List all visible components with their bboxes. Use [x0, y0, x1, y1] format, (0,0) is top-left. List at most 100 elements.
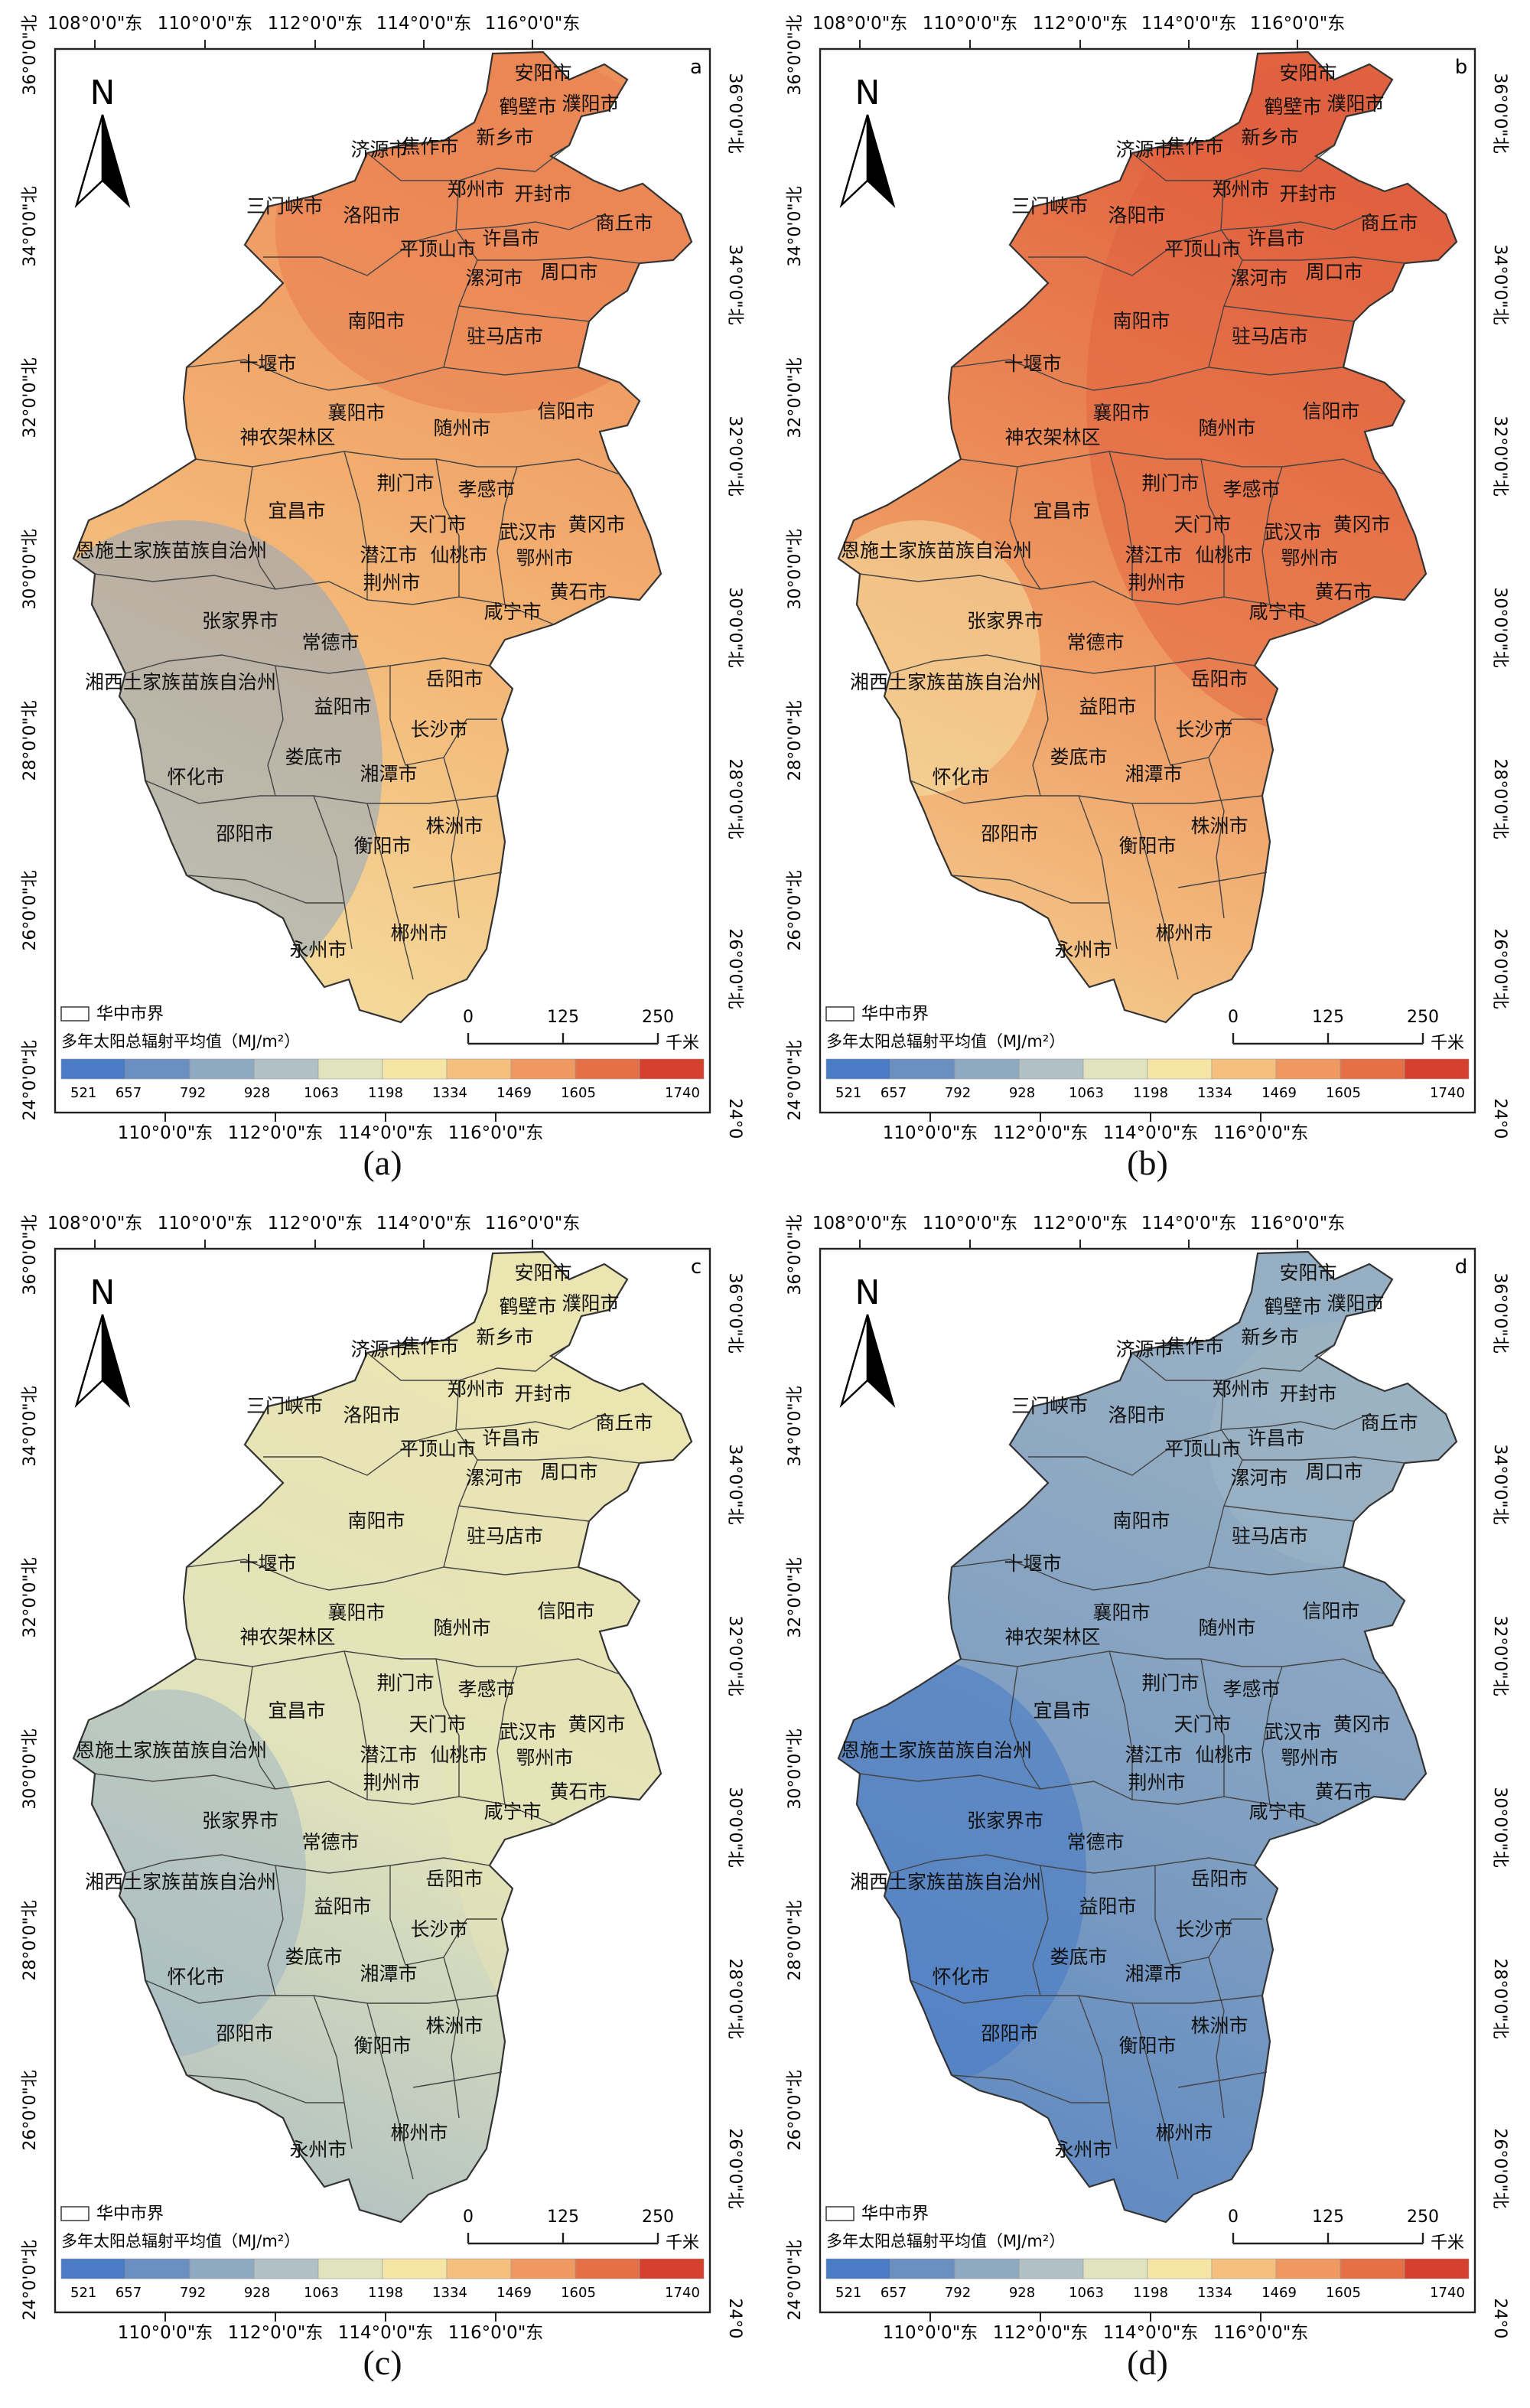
city-label: 恩施土家族苗族自治州: [841, 1739, 1032, 1761]
city-boundary: [1131, 145, 1335, 181]
region-outline: [837, 1250, 1458, 2224]
city-label: 南阳市: [347, 310, 405, 332]
colorbar-swatch: [317, 2258, 383, 2279]
city-label: 开封市: [1279, 1383, 1336, 1405]
city-boundary: [1223, 305, 1355, 322]
lon-label-top: 114°0'0"东: [376, 1214, 472, 1233]
scale-unit: 千米: [1431, 2234, 1464, 2253]
city-label: 黄冈市: [1333, 513, 1390, 536]
city-label: 潜江市: [1125, 544, 1182, 566]
city-label: 娄底市: [1050, 746, 1107, 768]
colorbar-swatch: [1082, 1058, 1148, 1080]
city-label: 咸宁市: [483, 1800, 541, 1823]
city-boundary: [458, 305, 590, 322]
city-label: 郑州市: [447, 178, 504, 200]
colorbar-label: 1198: [1133, 2285, 1168, 2301]
city-label: 孝感市: [457, 1678, 515, 1700]
city-label: 湘西土家族苗族自治州: [85, 671, 276, 693]
lat-label-right: 36°0'0"北: [1490, 1272, 1509, 1353]
city-label: 商丘市: [1360, 212, 1418, 234]
city-boundary: [1177, 2071, 1268, 2088]
city-boundary: [1177, 872, 1268, 888]
lon-label-bottom: 114°0'0"东: [338, 1123, 434, 1140]
scale-unit: 千米: [1431, 1034, 1464, 1053]
panel-caption: (a): [363, 1143, 402, 1182]
city-label: 十堰市: [1004, 353, 1061, 375]
lat-label-left: 28°0'0"北: [786, 1900, 805, 1980]
scale-label: 125: [1312, 1008, 1344, 1027]
city-label: 随州市: [433, 417, 490, 439]
lat-label-left: 24°0'0"北: [786, 2240, 805, 2320]
colorbar-swatch: [382, 1058, 448, 1080]
colorbar-swatch: [954, 1058, 1020, 1080]
city-label: 武汉市: [499, 1721, 556, 1743]
lat-label-right: 34°0'0"北: [1490, 1444, 1509, 1524]
boundary-swatch: [825, 2206, 855, 2221]
lat-label-left: 26°0'0"北: [21, 870, 40, 950]
colorbar-label: 657: [116, 2285, 142, 2301]
city-label: 黄石市: [1314, 581, 1372, 603]
city-boundary: [859, 573, 1320, 625]
colorbar-label: 521: [70, 2285, 96, 2301]
city-label: 神农架林区: [239, 426, 335, 448]
city-label: 仙桃市: [430, 544, 487, 566]
city-label: 黄石市: [549, 1781, 607, 1803]
colorbar-label: 1605: [561, 1085, 596, 1101]
scale-label: 125: [1312, 2208, 1344, 2227]
boundary-swatch: [60, 1006, 90, 1022]
lat-label-right: 30°0'0"北: [1490, 1787, 1509, 1867]
city-label: 永州市: [1054, 939, 1112, 961]
lat-label-right: 36°0'0"北: [725, 73, 744, 153]
city-label: 鹤壁市: [1264, 96, 1321, 118]
city-label: 安阳市: [514, 1262, 571, 1284]
city-boundary: [125, 654, 490, 674]
city-boundary: [389, 1865, 497, 1966]
city-label: 郴州市: [390, 922, 448, 944]
city-label: 漯河市: [465, 267, 522, 289]
city-label: 邵阳市: [981, 2022, 1038, 2045]
scale-label: 250: [1407, 2208, 1439, 2227]
city-label: 驻马店市: [467, 325, 543, 347]
city-label: 安阳市: [514, 62, 571, 84]
city-label: 黄石市: [1314, 1781, 1372, 1803]
city-label: 仙桃市: [1195, 544, 1252, 566]
city-boundary: [496, 466, 518, 605]
lon-label-bottom: 110°0'0"东: [118, 2323, 213, 2340]
city-label: 益阳市: [314, 696, 371, 718]
city-label: 济源市: [1115, 138, 1173, 161]
city-label: 咸宁市: [1248, 1800, 1306, 1823]
city-label: 洛阳市: [1108, 204, 1165, 226]
city-boundary: [951, 359, 1344, 391]
lat-label-right: 36°0'0"北: [725, 1272, 744, 1353]
colorbar-label: 1334: [1197, 1085, 1232, 1101]
lat-label-right: 30°0'0"北: [725, 587, 744, 667]
colorbar-swatch: [446, 2258, 512, 2279]
lon-label-top: 116°0'0"东: [485, 1214, 581, 1233]
scale-label: 125: [547, 1008, 579, 1027]
city-label: 荆门市: [376, 1672, 434, 1694]
lon-label-bottom: 116°0'0"东: [448, 1123, 544, 1140]
lat-label-right: 24°0'0"北: [725, 2298, 744, 2340]
city-label: 娄底市: [285, 746, 342, 768]
city-label: 湘潭市: [1125, 763, 1182, 785]
city-boundary: [1200, 458, 1225, 597]
scale-label: 0: [1228, 2208, 1239, 2227]
city-boundary: [412, 872, 503, 888]
lat-label-right: 30°0'0"北: [1490, 587, 1509, 667]
lon-label-top: 116°0'0"东: [1250, 1214, 1346, 1233]
legend-title: 多年太阳总辐射平均值（MJ/m²）: [61, 1032, 300, 1051]
city-label: 张家界市: [967, 1810, 1043, 1832]
city-label: 荆州市: [1128, 1771, 1185, 1794]
city-label: 张家界市: [967, 610, 1043, 632]
city-label: 宜昌市: [1033, 500, 1090, 522]
city-boundary: [244, 466, 276, 590]
lon-label-bottom: 112°0'0"东: [993, 2323, 1089, 2340]
city-label: 许昌市: [482, 227, 539, 249]
city-label: 济源市: [350, 138, 408, 161]
panel-letter: a: [690, 56, 702, 79]
lon-label-bottom: 110°0'0"东: [883, 2323, 978, 2340]
city-label: 新乡市: [1241, 126, 1298, 148]
lon-label-top: 116°0'0"东: [1250, 14, 1346, 34]
city-label: 许昌市: [1247, 227, 1304, 249]
boundary-legend-label: 华中市界: [861, 2204, 929, 2224]
